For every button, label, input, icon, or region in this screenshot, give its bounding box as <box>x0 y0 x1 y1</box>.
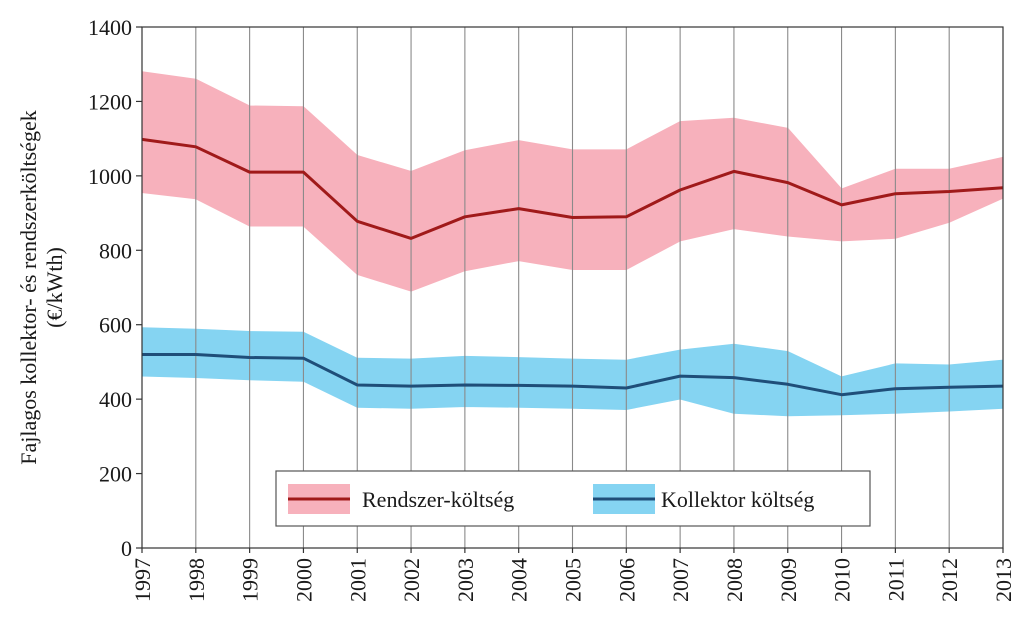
y-tick-label: 1400 <box>88 15 132 40</box>
y-tick-label: 200 <box>99 462 132 487</box>
y-axis: 0 200 400 600 800 1000 1200 1400 <box>88 15 142 561</box>
y-tick-label: 1200 <box>88 89 132 114</box>
y-tick-label: 0 <box>121 536 132 561</box>
x-tick-label: 2000 <box>291 558 316 602</box>
legend: Rendszer-költség Kollektor költség <box>275 470 871 527</box>
series-line-0 <box>141 137 1004 240</box>
x-tick-label: 2008 <box>722 558 747 602</box>
x-tick-label: 2004 <box>507 558 532 602</box>
x-tick-label: 1998 <box>184 558 209 602</box>
legend-box <box>275 470 871 527</box>
legend-label-1: Kollektor költség <box>661 487 814 512</box>
y-axis-title: Fajlagos kollektor- és rendszerköltségek… <box>16 110 67 465</box>
grid-layer <box>195 27 950 548</box>
x-axis: 1997 1998 1999 2000 2001 2002 2003 2004 2005 2006… <box>130 548 1016 602</box>
x-tick-label: 2002 <box>399 558 424 602</box>
x-tick-label: 2003 <box>453 558 478 602</box>
x-tick-label: 2012 <box>937 558 962 602</box>
x-tick-label: 2006 <box>614 558 639 602</box>
x-tick-label: 2013 <box>991 558 1016 602</box>
x-tick-label: 2010 <box>830 558 855 602</box>
y-tick-label: 600 <box>99 313 132 338</box>
x-tick-label: 2005 <box>561 558 586 602</box>
x-tick-label: 1999 <box>238 558 263 602</box>
x-tick-label: 2001 <box>345 558 370 602</box>
x-tick-label: 2011 <box>883 558 908 601</box>
line-layer <box>141 137 1004 397</box>
series-line-1 <box>142 353 1004 397</box>
y-tick-label: 1000 <box>88 164 132 189</box>
y-tick-label: 400 <box>99 387 132 412</box>
x-tick-label: 1997 <box>130 558 155 602</box>
legend-label-0: Rendszer-költség <box>362 487 514 512</box>
x-tick-label: 2009 <box>776 558 801 602</box>
x-tick-label: 2007 <box>668 558 693 602</box>
y-axis-title-line: Fajlagos kollektor- és rendszerköltségek <box>16 110 41 465</box>
y-axis-title-line: (€/kWth) <box>42 247 67 328</box>
y-tick-label: 800 <box>99 238 132 263</box>
